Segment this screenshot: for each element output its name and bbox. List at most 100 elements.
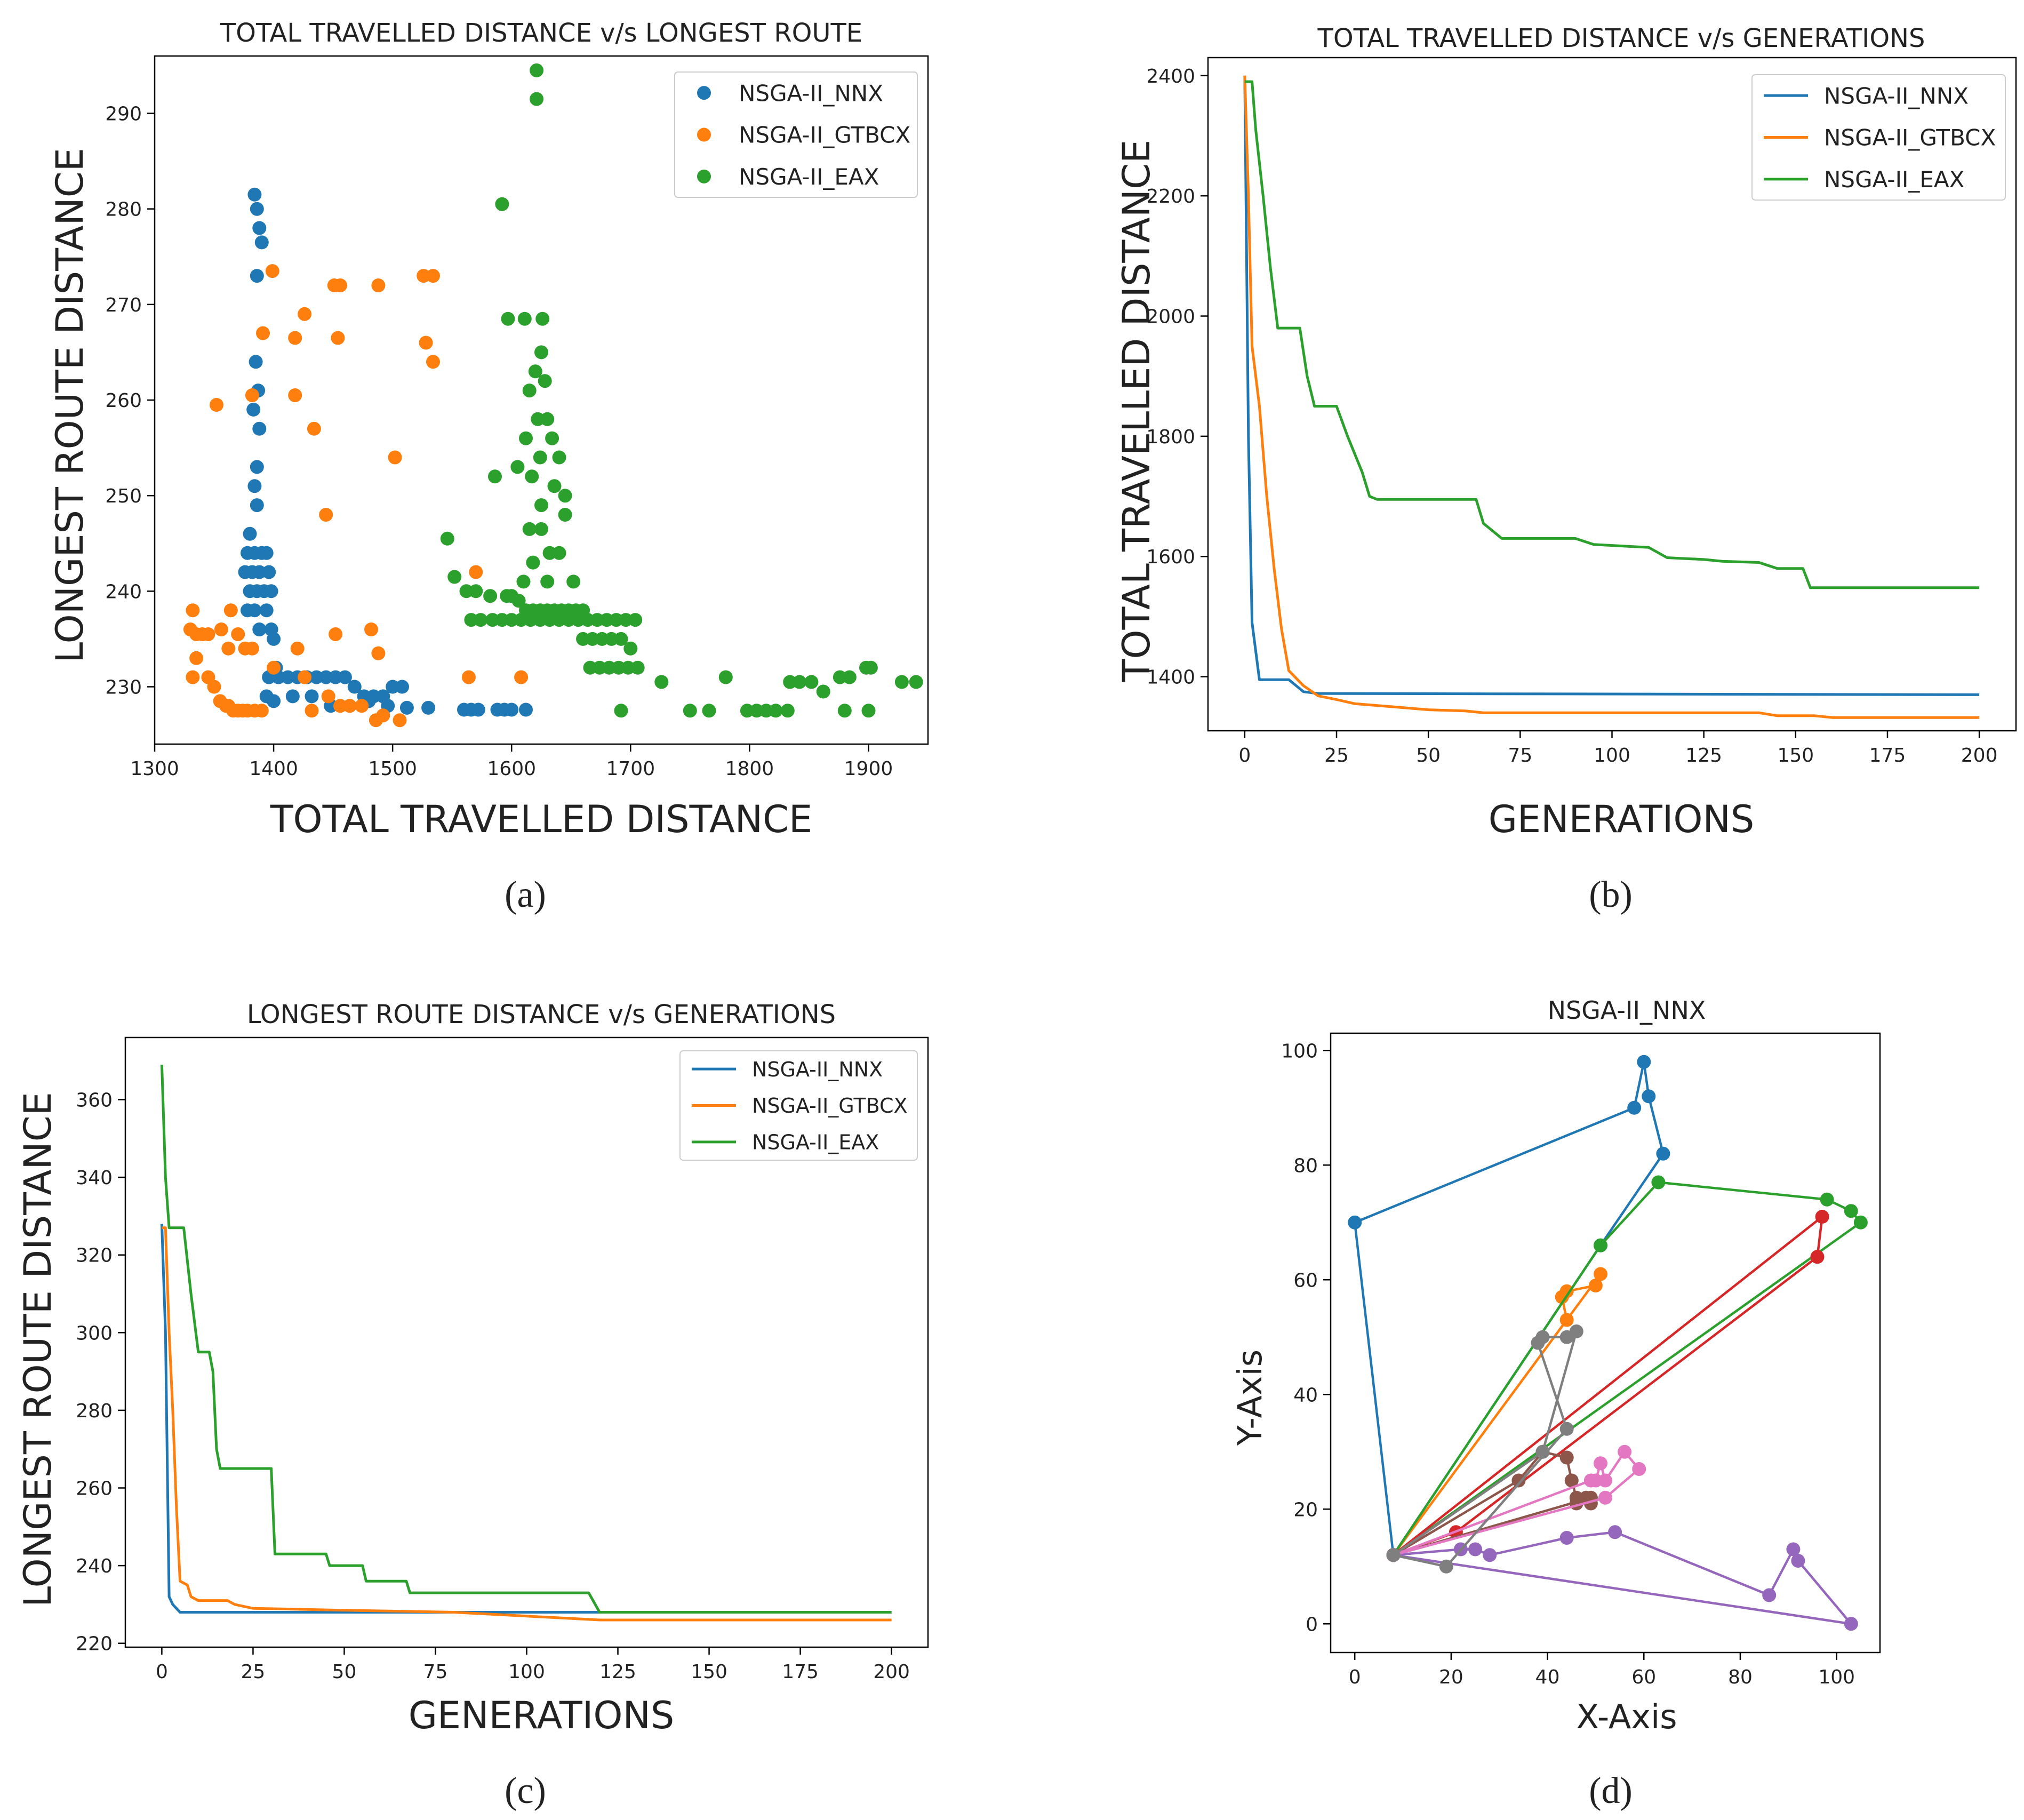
panel-a-series-nsga-ii-eax-point <box>558 508 572 522</box>
panel-d-series-route-1-point <box>1642 1089 1656 1104</box>
panel-b-y-tick-label: 1400 <box>1146 667 1195 689</box>
panel-d-series-route-7-point <box>1598 1490 1612 1505</box>
panel-a-series-nsga-ii-gtbcx-point <box>223 603 238 618</box>
panel-a-series-nsga-ii-gtbcx-point <box>288 388 302 402</box>
panel-d-caption: (d) <box>1589 1770 1633 1811</box>
panel-a-caption: (a) <box>505 874 546 915</box>
panel-a-series-nsga-ii-eax-point <box>440 531 454 546</box>
panel-d-series-route-3-point <box>1594 1238 1607 1252</box>
panel-a-series-nsga-ii-gtbcx-point <box>307 421 321 436</box>
panel-a-y-tick-label: 250 <box>105 485 142 507</box>
panel-c: LONGEST ROUTE DISTANCE v/s GENERATIONS G… <box>16 1000 929 1811</box>
panel-a-series-nsga-ii-eax-point <box>533 613 547 627</box>
panel-a-series-nsga-ii-eax-point <box>511 594 526 608</box>
panel-a-series-nsga-ii-eax-point <box>540 574 555 589</box>
panel-a-series-nsga-ii-eax-point <box>485 613 500 627</box>
panel-a-series-nsga-ii-eax-point <box>609 613 623 627</box>
panel-b-x-tick-label: 0 <box>1238 745 1251 767</box>
panel-d-series-route-5-point <box>1468 1542 1483 1556</box>
panel-d-x-tick-label: 0 <box>1349 1666 1361 1688</box>
legend-box <box>679 1050 918 1161</box>
panel-d-series-route-1-point <box>1656 1146 1670 1161</box>
panel-d-series-route-4-point <box>1810 1250 1825 1264</box>
panel-a-series-nsga-ii-nnx-point <box>252 421 267 436</box>
panel-d-series-route-2-point <box>1588 1279 1603 1292</box>
panel-a-series-nsga-ii-nnx-point <box>250 202 264 216</box>
panel-d-series-route-1-line <box>1353 1060 1665 1556</box>
panel-a-series-nsga-ii-gtbcx-point <box>221 641 236 656</box>
panel-a-series-nsga-ii-gtbcx-point <box>254 704 269 718</box>
panel-a-series-nsga-ii-eax-point <box>547 479 562 493</box>
panel-a-y-tick-label: 280 <box>105 199 142 221</box>
panel-a-series-nsga-ii-nnx-point <box>338 670 352 684</box>
legend-label: NSGA-II_NNX <box>739 80 883 106</box>
panel-a-series-nsga-ii-eax-point <box>566 574 581 589</box>
panel-a-series-nsga-ii-gtbcx-point <box>319 508 333 522</box>
panel-a-series-nsga-ii-gtbcx-point <box>419 336 433 350</box>
panel-a-series-nsga-ii-nnx-point <box>264 584 278 598</box>
panel-a-series-nsga-ii-eax-point <box>495 197 509 211</box>
panel-d-series-route-3-point <box>1844 1204 1858 1218</box>
panel-a-series-nsga-ii-nnx-point <box>471 703 485 717</box>
panel-a-series-nsga-ii-eax-point <box>593 660 607 675</box>
panel-a-series-nsga-ii-gtbcx-point <box>207 680 221 694</box>
panel-a-series-nsga-ii-gtbcx-point <box>290 641 305 656</box>
panel-a-series-nsga-ii-eax-point <box>630 660 645 675</box>
panel-a-series-nsga-ii-eax-point <box>517 312 532 326</box>
legend-label: NSGA-II_EAX <box>1824 166 1964 193</box>
panel-d-series-route-5-point <box>1791 1554 1805 1568</box>
panel-c-x-tick-label: 25 <box>241 1661 266 1683</box>
panel-b-title: TOTAL TRAVELLED DISTANCE v/s GENERATIONS <box>1317 23 1925 53</box>
panel-a-title: TOTAL TRAVELLED DISTANCE v/s LONGEST ROU… <box>220 18 862 48</box>
panel-b-y-tick-label: 1800 <box>1146 426 1195 448</box>
panel-d-series-route-3-point <box>1651 1175 1666 1190</box>
panel-c-x-tick-label: 150 <box>691 1661 727 1683</box>
panel-a-series-nsga-ii-eax-point <box>595 632 609 646</box>
panel-a-x-tick-label: 1900 <box>844 758 893 780</box>
panel-d-series-route-2-point <box>1559 1313 1574 1327</box>
panel-a-series-nsga-ii-eax-point <box>702 704 716 718</box>
panel-d-x-tick-label: 80 <box>1728 1666 1753 1688</box>
panel-a-series-nsga-ii-gtbcx-point <box>426 355 440 369</box>
panel-a-series-nsga-ii-eax-point <box>488 469 502 484</box>
panel-d-series-route-5-point <box>1786 1542 1801 1556</box>
panel-c-x-tick-label: 50 <box>332 1661 357 1683</box>
legend-marker <box>697 169 711 183</box>
panel-a-series-nsga-ii-gtbcx-point <box>355 699 369 713</box>
panel-a-series-nsga-ii-eax-point <box>861 704 876 718</box>
panel-a-series-nsga-ii-nnx-point <box>247 603 262 618</box>
panel-a-series-nsga-ii-eax-point <box>863 660 878 675</box>
panel-a-series-nsga-ii-nnx-point <box>281 670 295 684</box>
panel-a-series-nsga-ii-nnx-point <box>252 221 267 235</box>
panel-d-ylabel: Y-Axis <box>1230 1350 1269 1446</box>
panel-a-series-nsga-ii-nnx-point <box>519 703 533 717</box>
panel-d-series-route-8-point <box>1569 1324 1583 1338</box>
panel-d-title: NSGA-II_NNX <box>1548 996 1706 1025</box>
panel-a-series-nsga-ii-eax-point <box>542 546 557 560</box>
panel-a-series-nsga-ii-nnx-point <box>319 670 333 684</box>
panel-a-series-nsga-ii-eax-point <box>837 704 852 718</box>
panel-b-x-tick-label: 50 <box>1416 745 1441 767</box>
panel-d-series-route-2-point <box>1559 1284 1574 1298</box>
panel-a-series-nsga-ii-eax-point <box>501 312 515 326</box>
panel-c-x-tick-label: 125 <box>599 1661 636 1683</box>
panel-a-series-nsga-ii-eax-point <box>510 460 525 474</box>
panel-a-series-nsga-ii-eax-point <box>599 613 614 627</box>
legend-label: NSGA-II_EAX <box>752 1131 879 1154</box>
panel-a-series-nsga-ii-gtbcx-point <box>201 627 215 641</box>
panel-d-series-route-8-point <box>1386 1548 1401 1562</box>
panel-a-y-tick-label: 270 <box>105 294 142 316</box>
panel-c-y-tick-label: 260 <box>76 1478 113 1500</box>
panel-a-series-nsga-ii-eax-point <box>545 431 559 445</box>
panel-a-series-nsga-ii-eax-point <box>483 589 498 603</box>
panel-a-series-nsga-ii-nnx-point <box>285 689 300 704</box>
panel-a-x-tick-label: 1400 <box>249 758 298 780</box>
panel-a-series-nsga-ii-nnx-point <box>246 402 261 417</box>
panel-b-x-tick-label: 25 <box>1324 745 1349 767</box>
panel-d-series-route-8-point <box>1559 1422 1574 1436</box>
panel-a-series-nsga-ii-eax-point <box>623 641 638 656</box>
panel-a-series-nsga-ii-gtbcx-point <box>329 627 343 641</box>
panel-a-series-nsga-ii-nnx-point <box>243 526 257 541</box>
panel-a-legend: NSGA-II_NNX NSGA-II_GTBCX NSGA-II_EAX <box>674 71 918 198</box>
